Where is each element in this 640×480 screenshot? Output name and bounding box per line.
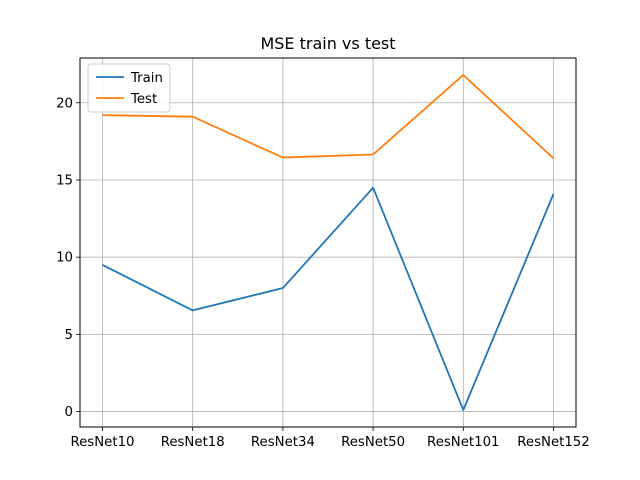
x-axis: ResNet10 ResNet18 ResNet34 ResNet50 ResNet10… xyxy=(70,427,590,450)
x-tick-label: ResNet18 xyxy=(161,435,225,450)
plot-frame xyxy=(79,57,577,428)
legend-label-train: Train xyxy=(130,71,163,86)
x-tick-label: ResNet50 xyxy=(341,435,405,450)
x-tick-label: ResNet152 xyxy=(517,435,589,450)
y-tick-label: 5 xyxy=(65,328,73,343)
legend-label-test: Test xyxy=(130,92,157,107)
y-axis: 0 5 10 15 20 xyxy=(56,96,80,420)
y-tick-label: 15 xyxy=(56,173,73,188)
legend: Train Test xyxy=(87,63,171,113)
series-layer xyxy=(102,74,555,411)
series-line-test xyxy=(102,74,555,160)
x-tick-label: ResNet101 xyxy=(427,435,499,450)
series-line-train xyxy=(102,186,555,411)
chart-title: MSE train vs test xyxy=(260,34,395,53)
legend-box xyxy=(87,63,171,113)
y-tick-label: 10 xyxy=(56,251,73,266)
y-tick-label: 0 xyxy=(65,405,73,420)
y-tick-label: 20 xyxy=(56,96,73,111)
x-tick-label: ResNet34 xyxy=(251,435,315,450)
x-tick-label: ResNet10 xyxy=(70,435,134,450)
